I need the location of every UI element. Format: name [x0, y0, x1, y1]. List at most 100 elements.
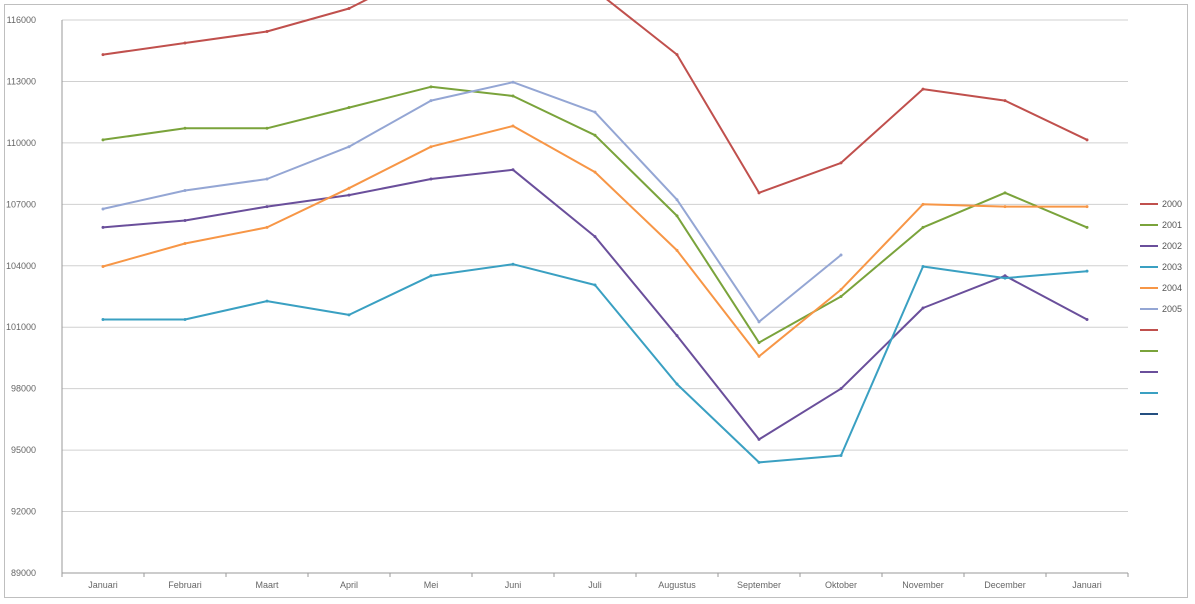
- data-point-2005: [183, 189, 187, 193]
- data-point-2004: [511, 124, 515, 128]
- data-point-2001: [675, 214, 679, 218]
- data-point-2000: [757, 191, 761, 195]
- x-tick-label: Januari: [88, 580, 118, 590]
- x-tick-label: Februari: [168, 580, 202, 590]
- legend-label-2004: 2004: [1162, 283, 1182, 293]
- data-point-2001: [839, 295, 843, 298]
- data-point-2000: [1085, 138, 1089, 142]
- data-point-2001: [757, 341, 761, 345]
- data-point-2002: [347, 193, 351, 197]
- data-point-2002: [757, 437, 761, 441]
- data-point-2003: [101, 318, 105, 322]
- data-point-2004: [675, 248, 679, 252]
- y-tick-label: 104000: [6, 261, 36, 271]
- y-tick-label: 92000: [11, 507, 36, 517]
- data-point-2005: [347, 145, 351, 149]
- data-point-2003: [839, 453, 843, 457]
- data-point-2004: [101, 265, 105, 269]
- data-point-2003: [921, 265, 925, 269]
- data-point-2002: [1085, 318, 1089, 322]
- chart-frame: [4, 4, 1188, 598]
- data-point-2000: [183, 41, 187, 45]
- x-tick-label: Juli: [588, 580, 602, 590]
- y-tick-label: 116000: [7, 15, 36, 25]
- data-point-2003: [183, 318, 187, 322]
- data-point-2004: [347, 186, 351, 190]
- data-point-2000: [1003, 99, 1007, 103]
- data-point-2001: [1003, 191, 1007, 195]
- data-point-2000: [675, 53, 679, 57]
- x-tick-label: November: [902, 580, 944, 590]
- data-point-2000: [101, 53, 105, 57]
- data-point-2004: [593, 170, 597, 174]
- data-point-2004: [429, 145, 433, 149]
- data-point-2000: [921, 87, 925, 91]
- x-tick-label: Juni: [505, 580, 522, 590]
- y-tick-label: 107000: [6, 199, 36, 209]
- data-point-2003: [511, 262, 515, 266]
- data-point-2005: [511, 80, 515, 84]
- x-tick-label: Maart: [255, 580, 279, 590]
- legend-label-2001: 2001: [1162, 220, 1182, 230]
- data-point-2005: [675, 198, 679, 202]
- data-point-2000: [347, 6, 351, 10]
- data-point-2004: [1085, 205, 1089, 209]
- data-point-2003: [1003, 276, 1007, 280]
- data-point-2000: [839, 161, 843, 165]
- series-line-2004: [102, 125, 1087, 358]
- data-point-2001: [1085, 225, 1089, 229]
- y-tick-label: 89000: [11, 568, 36, 578]
- data-point-2000: [265, 30, 269, 34]
- x-tick-label: Mei: [424, 580, 439, 590]
- data-point-2002: [265, 205, 269, 209]
- data-point-2004: [839, 288, 843, 292]
- data-point-2005: [593, 110, 597, 114]
- y-tick-label: 95000: [11, 445, 36, 455]
- data-point-2002: [593, 235, 597, 239]
- x-tick-label: Oktober: [825, 580, 857, 590]
- data-point-2002: [101, 225, 105, 229]
- data-point-2003: [675, 382, 679, 386]
- data-point-2004: [183, 242, 187, 246]
- data-point-2002: [511, 168, 515, 172]
- data-point-2004: [757, 354, 761, 358]
- data-point-2005: [101, 207, 105, 211]
- legend-label-2005: 2005: [1162, 304, 1182, 314]
- data-point-2002: [183, 218, 187, 222]
- legend-label-2003: 2003: [1162, 262, 1182, 272]
- data-point-2003: [429, 274, 433, 278]
- data-point-2002: [1003, 274, 1007, 278]
- y-tick-label: 110000: [7, 138, 36, 148]
- data-point-2001: [101, 138, 105, 142]
- data-point-2001: [429, 85, 433, 89]
- x-tick-label: Augustus: [658, 580, 696, 590]
- series-line-2000: [102, 0, 1088, 194]
- x-tick-label: April: [340, 580, 358, 590]
- data-point-2004: [921, 202, 925, 206]
- data-point-2003: [757, 460, 761, 464]
- data-point-2001: [511, 94, 515, 98]
- series-line-2005: [102, 81, 842, 323]
- data-point-2003: [265, 299, 269, 303]
- data-point-2001: [593, 133, 597, 137]
- legend-label-2002: 2002: [1162, 241, 1182, 251]
- data-point-2003: [1085, 269, 1089, 273]
- data-point-2005: [429, 99, 433, 103]
- data-point-2004: [265, 225, 269, 229]
- data-point-2004: [1003, 205, 1007, 209]
- y-tick-label: 113000: [7, 76, 36, 86]
- data-point-2001: [347, 106, 351, 110]
- x-tick-label: Januari: [1072, 580, 1102, 590]
- data-point-2005: [265, 177, 269, 181]
- legend-label-2000: 2000: [1162, 199, 1182, 209]
- data-point-2002: [675, 334, 679, 338]
- data-point-2005: [757, 320, 761, 324]
- x-tick-label: September: [737, 580, 781, 590]
- data-point-2003: [593, 283, 597, 287]
- data-point-2001: [183, 126, 187, 130]
- data-point-2002: [839, 387, 843, 391]
- data-point-2001: [265, 126, 269, 130]
- data-point-2001: [921, 225, 925, 229]
- data-point-2005: [839, 253, 843, 257]
